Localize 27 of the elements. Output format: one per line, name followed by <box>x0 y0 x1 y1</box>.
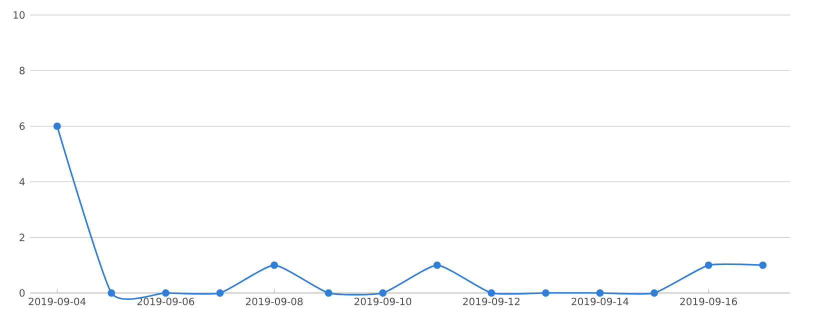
y-tick-label: 6 <box>20 122 25 130</box>
point <box>324 289 332 297</box>
point <box>379 289 387 297</box>
point <box>542 289 550 297</box>
point <box>270 261 278 269</box>
x-tick-label: 2019-09-16 <box>680 298 737 306</box>
x-tick-label: 2019-09-12 <box>463 298 520 306</box>
y-tick-label: 0 <box>20 289 25 297</box>
point <box>759 261 767 269</box>
point <box>53 122 61 130</box>
point <box>108 289 116 297</box>
point <box>650 289 658 297</box>
point <box>162 289 170 297</box>
point <box>704 261 712 269</box>
y-tick-label: 8 <box>20 66 25 74</box>
x-tick-label: 2019-09-06 <box>137 298 194 306</box>
y-tick-label: 10 <box>14 11 25 19</box>
point <box>488 289 496 297</box>
x-tick-label: 2019-09-14 <box>572 298 628 306</box>
point <box>596 289 604 297</box>
y-tick-label: 2 <box>20 234 24 242</box>
x-tick-label: 2019-09-10 <box>354 298 412 306</box>
x-tick-label: 2019-09-04 <box>28 298 86 306</box>
x-tick-label: 2019-09-08 <box>246 298 303 306</box>
y-tick-label: 4 <box>19 178 25 186</box>
point <box>216 289 224 297</box>
point <box>433 261 441 269</box>
